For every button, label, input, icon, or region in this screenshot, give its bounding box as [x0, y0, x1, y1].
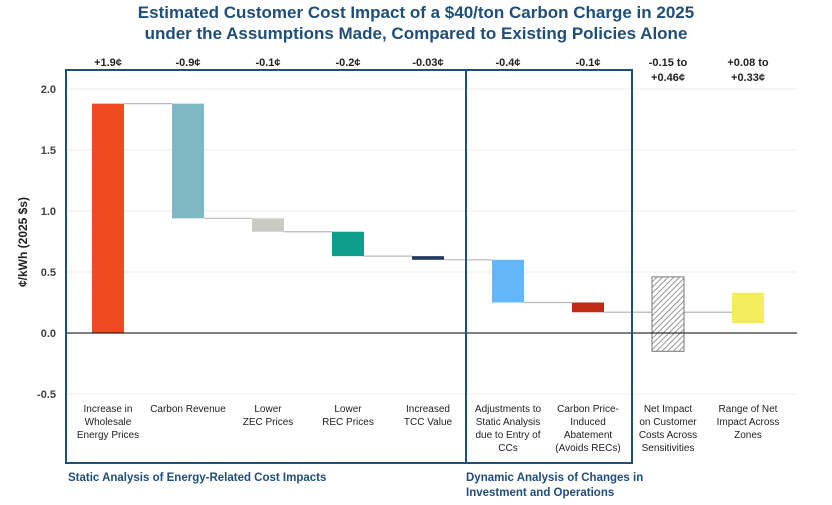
bar: [412, 256, 444, 260]
category-label: CCs: [498, 443, 517, 454]
y-tick-label: -0.5: [37, 389, 56, 401]
category-label: Impact Across: [717, 417, 780, 428]
bar: [92, 103, 124, 333]
bar: [732, 292, 764, 324]
bar: [332, 231, 364, 257]
category-label: Range of Net: [719, 404, 778, 415]
y-tick-label: 1.0: [41, 206, 56, 218]
category-label: Static Analysis: [476, 417, 540, 428]
bar-value-label: -0.15 to: [649, 57, 688, 69]
category-label: Carbon Price-: [557, 404, 619, 415]
category-label: Induced: [570, 417, 606, 428]
bar-value-label: +0.46¢: [651, 72, 685, 84]
bar: [252, 218, 284, 232]
category-label: ZEC Prices: [243, 417, 294, 428]
bar: [651, 276, 685, 352]
bar-value-label: -0.03¢: [412, 57, 443, 69]
category-label: Net Impact: [644, 404, 693, 415]
dynamic-analysis-label-line-2: Investment and Operations: [466, 487, 615, 499]
category-label: Energy Prices: [77, 430, 139, 441]
category-label: on Customer: [639, 417, 697, 428]
bar-value-label: +0.08 to: [727, 57, 769, 69]
bar: [572, 302, 604, 313]
category-label: Adjustments to: [475, 404, 542, 415]
dynamic-analysis-label-line-1: Dynamic Analysis of Changes in: [466, 472, 644, 484]
y-tick-label: 0.5: [41, 267, 56, 279]
y-tick-label: 0.0: [41, 328, 56, 340]
bar-value-label: -0.4¢: [495, 57, 520, 69]
bar-value-label: -0.1¢: [255, 57, 280, 69]
bar: [492, 259, 524, 303]
bar: [172, 103, 204, 219]
category-label: Zones: [734, 430, 762, 441]
bar-value-label: +1.9¢: [94, 57, 122, 69]
chart-title-line-2: under the Assumptions Made, Compared to …: [144, 24, 688, 43]
category-label: (Avoids RECs): [555, 443, 620, 454]
category-label: Lower: [254, 404, 282, 415]
category-label: Sensitivities: [642, 443, 695, 454]
category-label: Wholesale: [85, 417, 132, 428]
y-axis-label: ¢/kWh (2025 $s): [16, 197, 30, 287]
category-label: Costs Across: [639, 430, 697, 441]
category-label: Abatement: [564, 430, 613, 441]
chart-title-line-1: Estimated Customer Cost Impact of a $40/…: [137, 3, 695, 22]
category-label: TCC Value: [404, 417, 453, 428]
y-tick-label: 1.5: [41, 145, 56, 157]
bar-value-label: +0.33¢: [731, 72, 765, 84]
y-tick-label: 2.0: [41, 84, 56, 96]
static-analysis-label: Static Analysis of Energy-Related Cost I…: [68, 472, 327, 484]
bar-value-label: -0.2¢: [335, 57, 360, 69]
dynamic-analysis-box: [465, 69, 633, 464]
category-label: REC Prices: [322, 417, 374, 428]
category-label: Increased: [406, 404, 450, 415]
category-label: Lower: [334, 404, 362, 415]
bar-value-label: -0.9¢: [175, 57, 200, 69]
category-label: Carbon Revenue: [150, 404, 226, 415]
bar-value-label: -0.1¢: [575, 57, 600, 69]
category-label: Increase in: [84, 404, 133, 415]
category-label: due to Entry of: [475, 430, 540, 441]
